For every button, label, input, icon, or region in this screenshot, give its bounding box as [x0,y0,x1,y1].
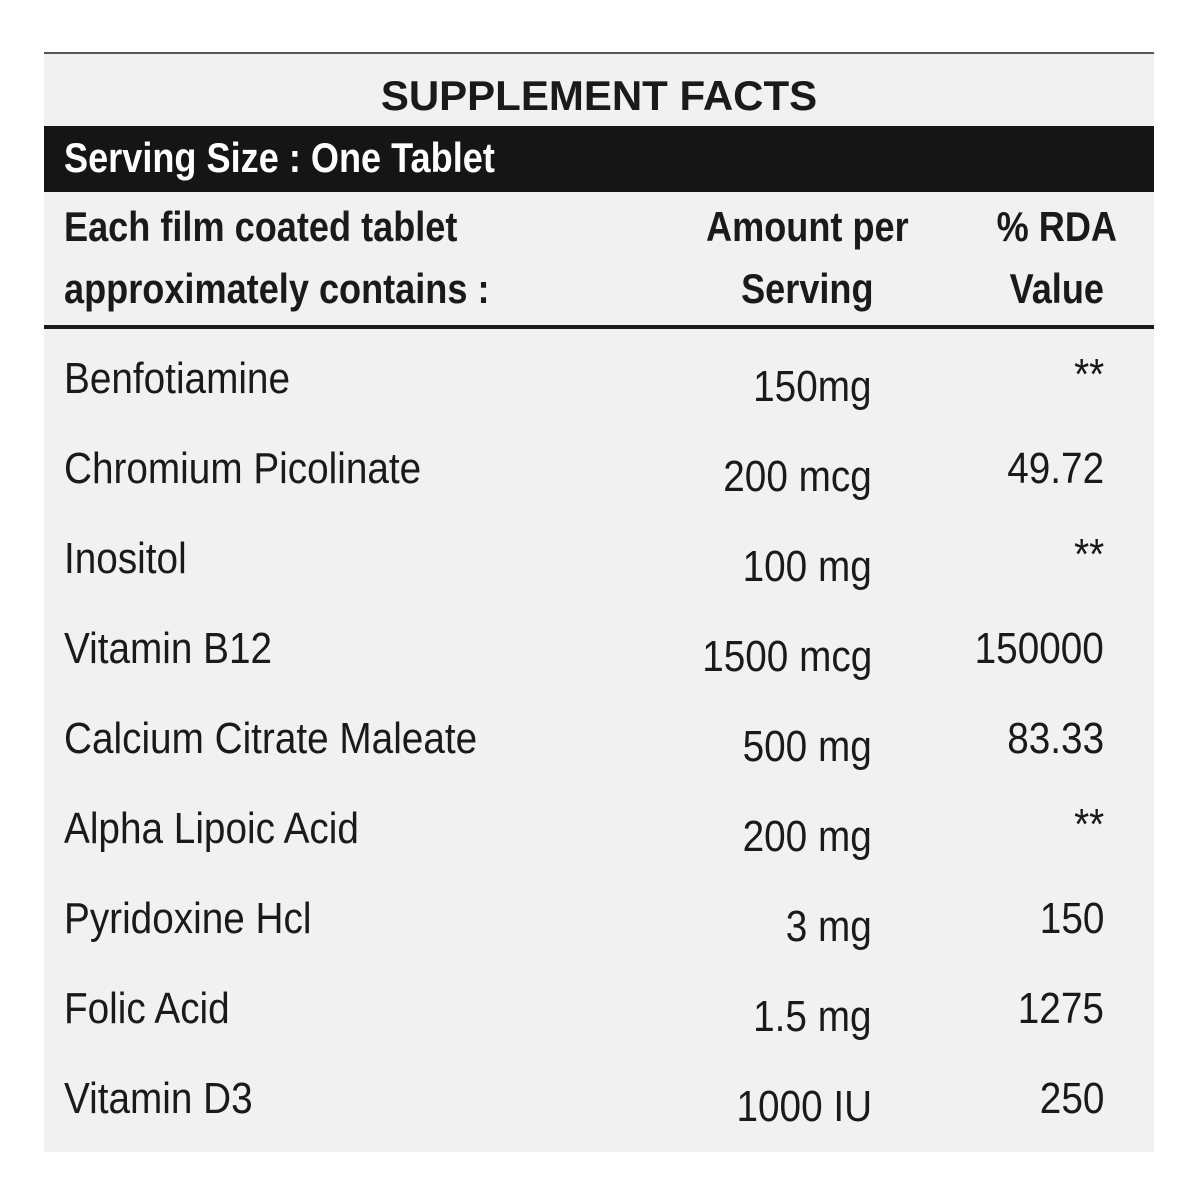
cell-rda: 150000 [974,624,1104,673]
header-ingredient-line2: approximately contains : [64,265,490,312]
header-divider [44,325,1154,329]
cell-rda: ** [1073,350,1104,399]
header-ingredient-line1: Each film coated tablet [64,203,458,250]
header-ingredient: Each film coated tablet approximately co… [64,196,490,320]
serving-size-bar: Serving Size : One Tablet [44,126,1154,192]
title: SUPPLEMENT FACTS [380,72,818,119]
serving-size: Serving Size : One Tablet [64,134,495,181]
cell-rda: 250 [1039,1074,1104,1123]
cell-name: Alpha Lipoic Acid [64,804,359,853]
cell-amount: 1000 IU [736,1082,872,1131]
table-row: Vitamin D3 1000 IU 250 [44,1074,1154,1164]
cell-rda: 1275 [1017,984,1104,1033]
header-amount-line2: Serving [741,265,874,312]
table-row: Calcium Citrate Maleate 500 mg 83.33 [44,714,1154,804]
cell-amount: 3 mg [785,902,872,951]
cell-rda: 49.72 [1007,444,1104,493]
cell-amount: 1500 mcg [701,632,872,681]
table-row: Benfotiamine 150mg ** [44,350,1154,444]
cell-name: Vitamin D3 [64,1074,253,1123]
supplement-facts-panel: SUPPLEMENT FACTS Serving Size : One Tabl… [44,52,1154,1152]
table-row: Pyridoxine Hcl 3 mg 150 [44,894,1154,984]
header-amount-line1: Amount per [706,203,909,250]
cell-name: Inositol [64,534,187,583]
header-amount: Amount per Serving [706,196,909,320]
table-row: Vitamin B12 1500 mcg 150000 [44,624,1154,714]
cell-amount: 100 mg [742,542,872,591]
cell-amount: 200 mcg [723,452,872,501]
table-row: Folic Acid 1.5 mg 1275 [44,984,1154,1074]
cell-name: Benfotiamine [64,354,291,403]
cell-name: Chromium Picolinate [64,444,422,493]
cell-rda: ** [1073,800,1104,849]
cell-rda: ** [1073,530,1104,579]
table-row: Chromium Picolinate 200 mcg 49.72 [44,444,1154,534]
cell-name: Folic Acid [64,984,230,1033]
cell-amount: 500 mg [742,722,872,771]
cell-name: Pyridoxine Hcl [64,894,312,943]
cell-rda: 83.33 [1007,714,1104,763]
cell-rda: 150 [1039,894,1104,943]
table-row: Alpha Lipoic Acid 200 mg ** [44,800,1154,894]
header-rda: % RDA Value [997,196,1117,320]
cell-name: Calcium Citrate Maleate [64,714,478,763]
cell-name: Vitamin B12 [64,624,273,673]
header-rda-line2: Value [1009,265,1104,312]
cell-amount: 200 mg [742,812,872,861]
cell-amount: 1.5 mg [753,992,872,1041]
header-rda-line1: % RDA [996,203,1117,250]
table-row: Inositol 100 mg ** [44,530,1154,624]
cell-amount: 150mg [753,362,872,411]
